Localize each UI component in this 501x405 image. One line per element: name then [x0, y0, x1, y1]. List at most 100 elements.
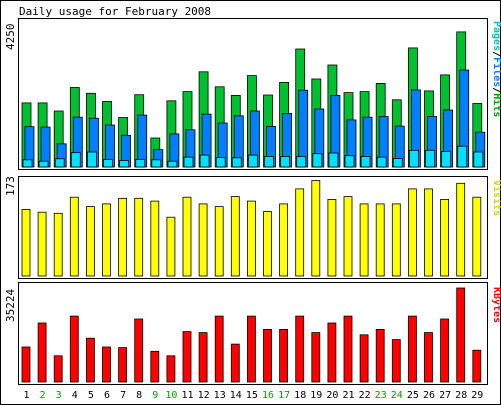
- x-tick-label-day-22: 22: [359, 390, 371, 401]
- legend-visits: Visits: [491, 180, 501, 216]
- kbytes-bar-day-3: [53, 355, 63, 383]
- legend-pages-files-hits: Pages/Files/Hits: [491, 21, 501, 117]
- visits-bar-day-6: [102, 203, 111, 277]
- pages-bar-day-26: [425, 149, 435, 168]
- y-axis-max-label: 173: [4, 176, 17, 196]
- pages-bar-day-16: [264, 155, 274, 168]
- x-tick-label-day-14: 14: [230, 390, 242, 401]
- panel-visits: 173 Visits: [4, 176, 501, 279]
- kbytes-bar-day-20: [327, 322, 337, 383]
- visits-bar-day-19: [311, 180, 321, 277]
- visits-bar-day-2: [37, 211, 47, 277]
- visits-bar-day-18: [295, 188, 305, 277]
- x-tick-label-day-10: 10: [165, 390, 177, 401]
- kbytes-bar-day-15: [246, 315, 256, 383]
- chart-title: Daily usage for February 2008: [19, 5, 211, 18]
- kbytes-bar-day-13: [214, 315, 224, 383]
- bars-visits: [21, 180, 482, 277]
- pages-bar-day-17: [280, 155, 291, 168]
- panel-kbytes: 35224 KBytes: [4, 282, 501, 385]
- visits-bar-day-16: [263, 211, 272, 277]
- pages-bar-day-10: [167, 160, 178, 168]
- visits-bar-day-9: [150, 200, 160, 277]
- pages-bar-day-13: [215, 156, 226, 168]
- visits-bar-day-15: [246, 200, 256, 277]
- x-tick-label-day-13: 13: [214, 390, 226, 401]
- visits-bar-day-27: [440, 198, 450, 277]
- legend-hits: Hits: [491, 93, 501, 117]
- kbytes-bar-day-29: [472, 349, 482, 383]
- pages-bar-day-8: [135, 159, 146, 168]
- x-tick-label-day-18: 18: [294, 390, 306, 401]
- pages-bar-day-24: [392, 158, 403, 168]
- kbytes-bar-day-6: [102, 346, 111, 383]
- kbytes-bar-day-10: [166, 355, 176, 383]
- visits-bar-day-10: [166, 216, 176, 277]
- x-tick-label-day-3: 3: [56, 390, 62, 401]
- x-tick-label-day-16: 16: [262, 390, 274, 401]
- x-tick-label-day-25: 25: [407, 390, 419, 401]
- visits-bar-day-1: [21, 208, 31, 277]
- visits-bar-day-17: [279, 203, 289, 277]
- visits-bar-day-23: [375, 203, 385, 277]
- visits-bar-day-22: [359, 203, 369, 277]
- pages-bar-day-1: [22, 159, 33, 168]
- pages-bar-day-5: [87, 151, 97, 168]
- legend-pages: Pages: [491, 21, 501, 51]
- pages-bar-day-4: [70, 152, 81, 168]
- pages-bar-day-7: [119, 160, 129, 168]
- bars-pages-files-hits: [21, 31, 486, 168]
- kbytes-bar-day-27: [440, 318, 450, 383]
- pages-bar-day-22: [360, 155, 371, 168]
- pages-bar-day-29: [473, 151, 484, 168]
- kbytes-bar-day-12: [198, 332, 208, 383]
- visits-bar-day-29: [472, 196, 482, 277]
- pages-bar-day-2: [38, 160, 49, 168]
- visits-bar-day-8: [134, 197, 144, 277]
- legend-kbytes: KBytes: [491, 287, 501, 323]
- x-tick-label-day-17: 17: [278, 390, 290, 401]
- x-tick-label-day-1: 1: [23, 390, 29, 401]
- x-tick-label-day-15: 15: [246, 390, 258, 401]
- pages-bar-day-6: [103, 159, 113, 168]
- x-tick-label-day-12: 12: [198, 390, 210, 401]
- kbytes-bar-day-14: [230, 343, 240, 383]
- x-tick-label-day-28: 28: [455, 390, 467, 401]
- x-tick-label-day-2: 2: [40, 390, 46, 401]
- x-tick-label-day-8: 8: [136, 390, 142, 401]
- x-tick-label-day-6: 6: [104, 390, 110, 401]
- visits-bar-day-11: [182, 196, 192, 277]
- kbytes-bar-day-5: [86, 337, 95, 383]
- y-axis-max-label: 4250: [4, 24, 17, 51]
- x-tick-label-day-7: 7: [120, 390, 126, 401]
- visits-bar-day-14: [230, 196, 240, 277]
- x-tick-label-day-9: 9: [152, 390, 158, 401]
- pages-bar-day-15: [247, 154, 258, 168]
- kbytes-bar-day-25: [407, 315, 417, 383]
- x-tick-label-day-19: 19: [310, 390, 322, 401]
- kbytes-bar-day-22: [359, 334, 369, 383]
- pages-bar-day-23: [376, 156, 387, 168]
- kbytes-bar-day-19: [311, 332, 321, 383]
- pages-bar-day-12: [199, 154, 210, 168]
- x-axis-day-labels: 1 2 3 4 5 6 7 8 9 10 11 12 13 14 15 16 17 18 19 20 21 22 23 24 2…: [23, 390, 483, 401]
- visits-bar-day-20: [327, 198, 337, 277]
- x-tick-label-day-11: 11: [181, 390, 193, 401]
- panel-pages-files-hits: 4250 Pages/Files/Hits: [4, 18, 501, 170]
- files-bar-day-18: [298, 89, 309, 168]
- visits-bar-day-24: [391, 203, 401, 277]
- kbytes-bar-day-8: [134, 318, 144, 383]
- legend-files: Files: [491, 57, 501, 87]
- kbytes-bar-day-2: [37, 322, 47, 383]
- kbytes-bar-day-17: [279, 328, 289, 383]
- legend-separator: /: [491, 87, 501, 93]
- visits-bar-day-25: [407, 188, 417, 277]
- pages-bar-day-3: [54, 158, 65, 168]
- x-tick-label-day-21: 21: [342, 390, 354, 401]
- visits-bar-day-26: [424, 188, 433, 277]
- kbytes-bar-day-18: [295, 315, 305, 383]
- x-tick-label-day-20: 20: [326, 390, 338, 401]
- kbytes-bar-day-7: [118, 347, 127, 383]
- kbytes-bar-day-11: [182, 331, 192, 383]
- x-tick-label-day-4: 4: [72, 390, 78, 401]
